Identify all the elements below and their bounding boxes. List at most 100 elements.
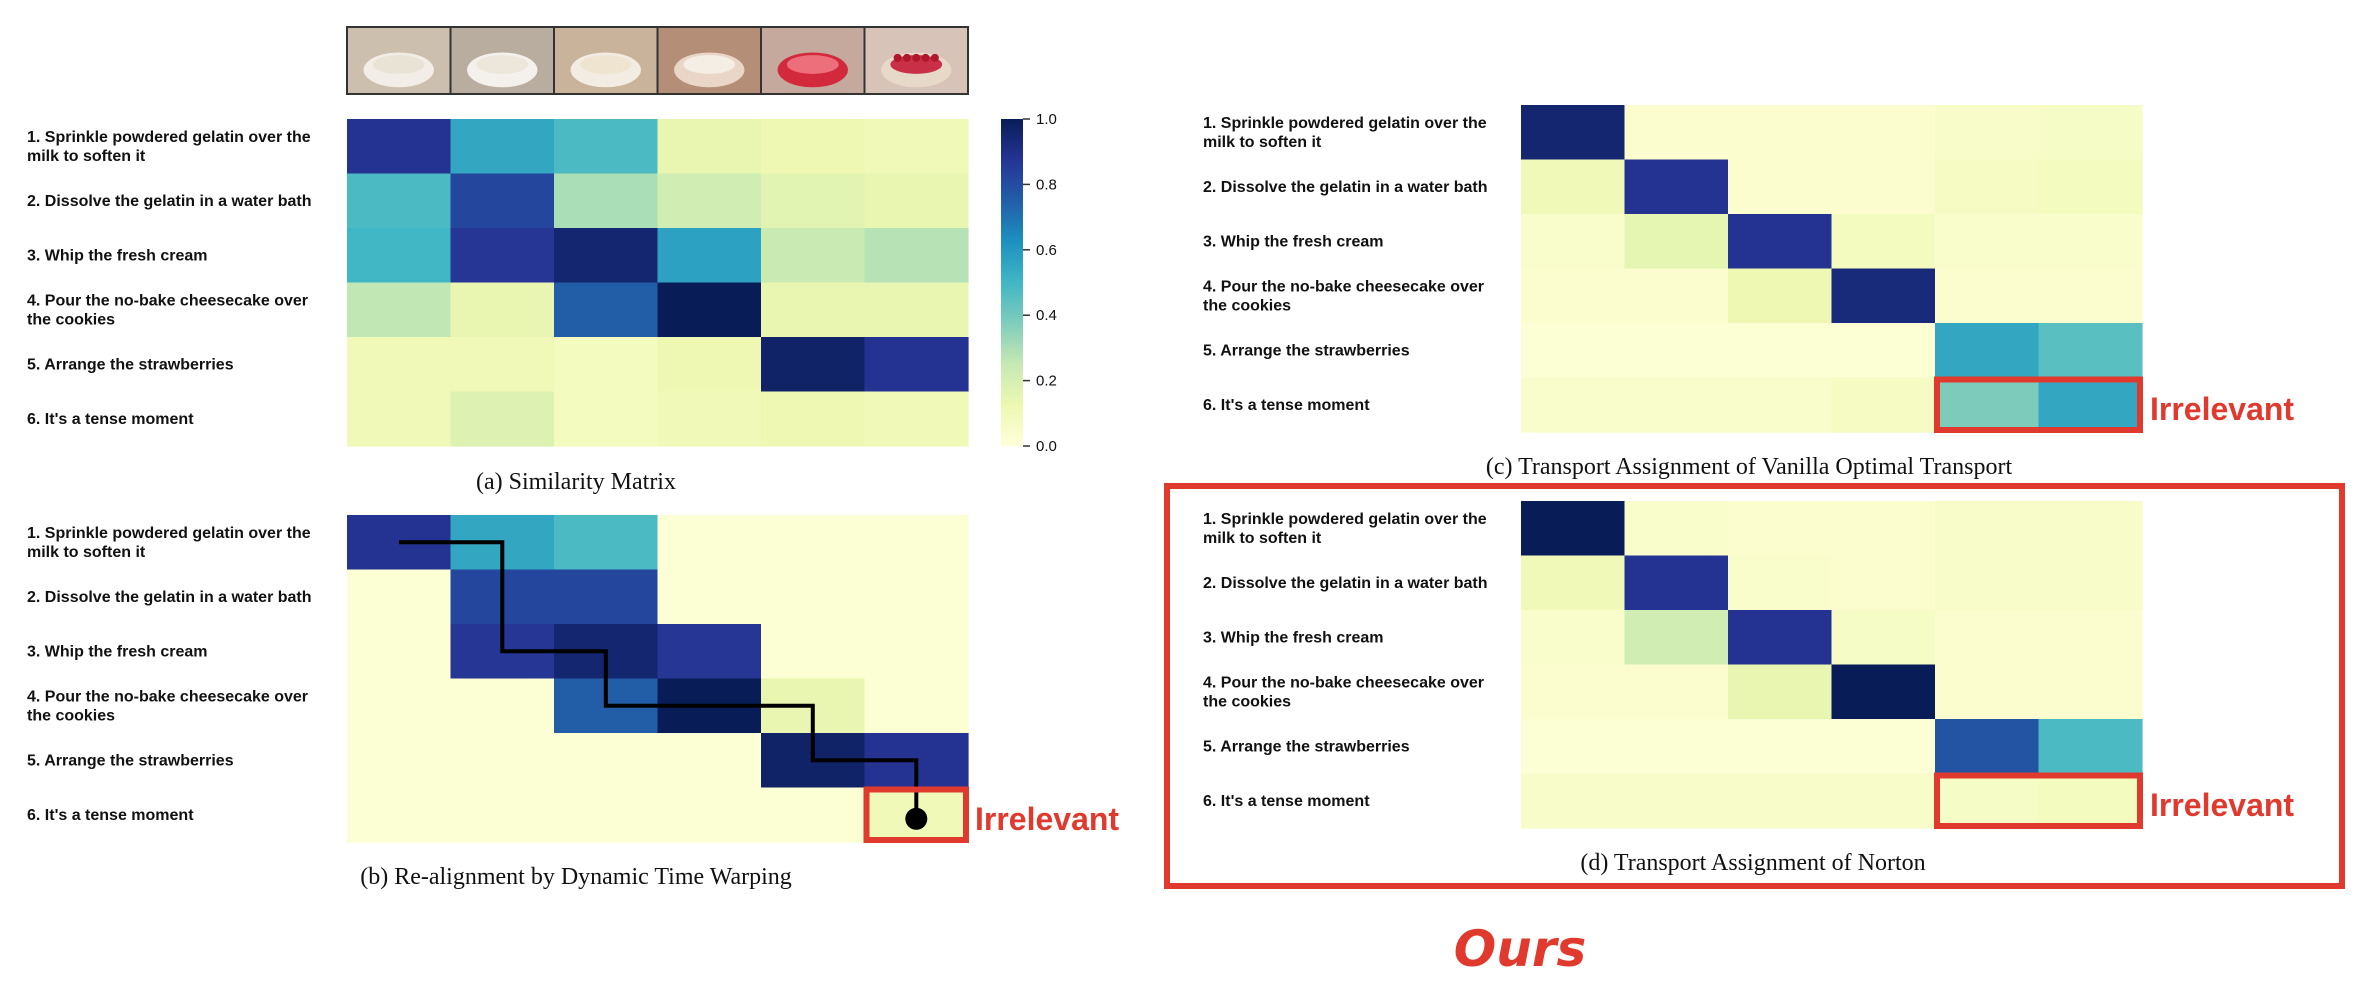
cell-b-r1-c5 bbox=[761, 515, 866, 571]
dtw-path bbox=[398, 540, 928, 830]
row-labels-b: 1. Sprinkle powdered gelatin over the mil… bbox=[27, 525, 312, 824]
cell-c-r2-c2 bbox=[1624, 159, 1729, 215]
row-label-b-3: 3. Whip the fresh cream bbox=[27, 643, 208, 660]
cell-a-r1-c4 bbox=[657, 119, 762, 175]
cell-b-r3-c6 bbox=[864, 624, 969, 680]
cell-a-r4-c4 bbox=[657, 282, 762, 338]
cell-b-r5-c1 bbox=[347, 733, 452, 789]
cell-c-r6-c2 bbox=[1624, 377, 1729, 433]
colorbar-tick-label: 0.6 bbox=[1036, 242, 1057, 259]
cell-c-r3-c3 bbox=[1728, 214, 1833, 270]
cell-b-r2-c4 bbox=[657, 569, 762, 625]
cell-a-r1-c3 bbox=[554, 119, 659, 175]
video-frame-3-icon bbox=[553, 26, 659, 95]
cell-d-r6-c1 bbox=[1521, 773, 1626, 829]
cell-b-r1-c4 bbox=[657, 515, 762, 571]
row-label-d-5: 5. Arrange the strawberries bbox=[1203, 738, 1410, 755]
heatmap-cells-a bbox=[347, 119, 969, 447]
row-label-a-5: 5. Arrange the strawberries bbox=[27, 356, 234, 373]
row-label-d-4: 4. Pour the no-bake cheesecake over the c… bbox=[1203, 674, 1484, 710]
cell-c-r2-c5 bbox=[1935, 159, 2040, 215]
video-frame-4-icon bbox=[656, 26, 762, 95]
cell-b-r5-c4 bbox=[657, 733, 762, 789]
cell-b-r5-c2 bbox=[450, 733, 555, 789]
cell-c-r3-c2 bbox=[1624, 214, 1729, 270]
cell-a-r1-c2 bbox=[450, 119, 555, 175]
cell-d-r3-c2 bbox=[1624, 610, 1729, 666]
cell-a-r4-c1 bbox=[347, 282, 452, 338]
irrelevant-box-d bbox=[1934, 772, 2143, 829]
cell-c-r1-c5 bbox=[1935, 105, 2040, 161]
caption-b: (b) Re-alignment by Dynamic Time Warping bbox=[360, 864, 792, 890]
colorbar-ticks: 0.0 0.2 0.4 0.6 0.8 1.0 bbox=[1023, 111, 1057, 455]
row-label-b-6: 6. It's a tense moment bbox=[27, 807, 194, 824]
colorbar bbox=[1001, 119, 1023, 446]
video-frame-5-icon bbox=[760, 26, 866, 95]
cell-a-r6-c2 bbox=[450, 391, 555, 447]
row-label-d-2: 2. Dissolve the gelatin in a water bath bbox=[1203, 575, 1488, 592]
cell-d-r5-c2 bbox=[1624, 719, 1729, 775]
cell-c-r2-c3 bbox=[1728, 159, 1833, 215]
row-label-d-1: 1. Sprinkle powdered gelatin over the mil… bbox=[1203, 511, 1487, 547]
cell-a-r4-c3 bbox=[554, 282, 659, 338]
row-label-d-3: 3. Whip the fresh cream bbox=[1203, 629, 1384, 646]
cell-a-r6-c1 bbox=[347, 391, 452, 447]
row-label-b-1: 1. Sprinkle powdered gelatin over the mil… bbox=[27, 525, 311, 561]
cell-d-r5-c5 bbox=[1935, 719, 2040, 775]
cell-c-r4-c1 bbox=[1521, 268, 1626, 324]
caption-a: (a) Similarity Matrix bbox=[476, 469, 676, 495]
row-label-c-4: 4. Pour the no-bake cheesecake over the c… bbox=[1203, 278, 1484, 314]
cell-d-r4-c2 bbox=[1624, 664, 1729, 720]
cell-c-r2-c1 bbox=[1521, 159, 1626, 215]
caption-c: (c) Transport Assignment of Vanilla Opti… bbox=[1486, 454, 2013, 480]
cell-a-r2-c1 bbox=[347, 173, 452, 229]
cell-c-r5-c2 bbox=[1624, 323, 1729, 379]
row-label-a-2: 2. Dissolve the gelatin in a water bath bbox=[27, 193, 312, 210]
colorbar-tick-label: 0.8 bbox=[1036, 176, 1057, 193]
cell-b-r2-c1 bbox=[347, 569, 452, 625]
cell-a-r4-c5 bbox=[761, 282, 866, 338]
cell-c-r4-c6 bbox=[2038, 268, 2143, 324]
cell-c-r6-c4 bbox=[1831, 377, 1936, 433]
cell-d-r6-c4 bbox=[1831, 773, 1936, 829]
cell-d-r2-c2 bbox=[1624, 555, 1729, 611]
cell-d-r3-c3 bbox=[1728, 610, 1833, 666]
heatmap-cells-c bbox=[1521, 105, 2143, 433]
row-label-c-2: 2. Dissolve the gelatin in a water bath bbox=[1203, 179, 1488, 196]
cell-a-r5-c6 bbox=[864, 337, 969, 393]
cell-d-r4-c6 bbox=[2038, 664, 2143, 720]
cell-d-r4-c4 bbox=[1831, 664, 1936, 720]
cell-c-r3-c1 bbox=[1521, 214, 1626, 270]
cell-a-r2-c3 bbox=[554, 173, 659, 229]
cell-c-r1-c2 bbox=[1624, 105, 1729, 161]
cell-d-r1-c6 bbox=[2038, 501, 2143, 557]
cell-b-r2-c3 bbox=[554, 569, 659, 625]
cell-b-r3-c5 bbox=[761, 624, 866, 680]
row-label-a-3: 3. Whip the fresh cream bbox=[27, 247, 208, 264]
cell-c-r6-c5 bbox=[1935, 377, 2040, 433]
row-label-a-4: 4. Pour the no-bake cheesecake over the c… bbox=[27, 292, 308, 328]
highlight-box-b bbox=[863, 786, 969, 843]
ours-label: Ours bbox=[1454, 920, 1587, 978]
cell-c-r2-c4 bbox=[1831, 159, 1936, 215]
cell-a-r1-c6 bbox=[864, 119, 969, 175]
row-label-b-2: 2. Dissolve the gelatin in a water bath bbox=[27, 589, 312, 606]
panel-b-dtw: 1. Sprinkle powdered gelatin over the mil… bbox=[27, 515, 1119, 890]
cell-d-r1-c3 bbox=[1728, 501, 1833, 557]
cell-a-r3-c6 bbox=[864, 228, 969, 284]
cell-b-r6-c4 bbox=[657, 787, 762, 843]
cell-b-r6-c5 bbox=[761, 787, 866, 843]
cell-a-r2-c6 bbox=[864, 173, 969, 229]
cell-a-r3-c5 bbox=[761, 228, 866, 284]
cell-d-r1-c2 bbox=[1624, 501, 1729, 557]
irrelevant-label-c: Irrelevant bbox=[2150, 391, 2294, 427]
irrelevant-label-d: Irrelevant bbox=[2150, 787, 2294, 823]
video-frame-6-icon bbox=[863, 26, 969, 95]
cell-d-r5-c4 bbox=[1831, 719, 1936, 775]
cell-b-r6-c3 bbox=[554, 787, 659, 843]
cell-a-r2-c2 bbox=[450, 173, 555, 229]
cell-b-r1-c3 bbox=[554, 515, 659, 571]
row-label-d-6: 6. It's a tense moment bbox=[1203, 793, 1370, 810]
cell-a-r1-c1 bbox=[347, 119, 452, 175]
cell-a-r5-c3 bbox=[554, 337, 659, 393]
